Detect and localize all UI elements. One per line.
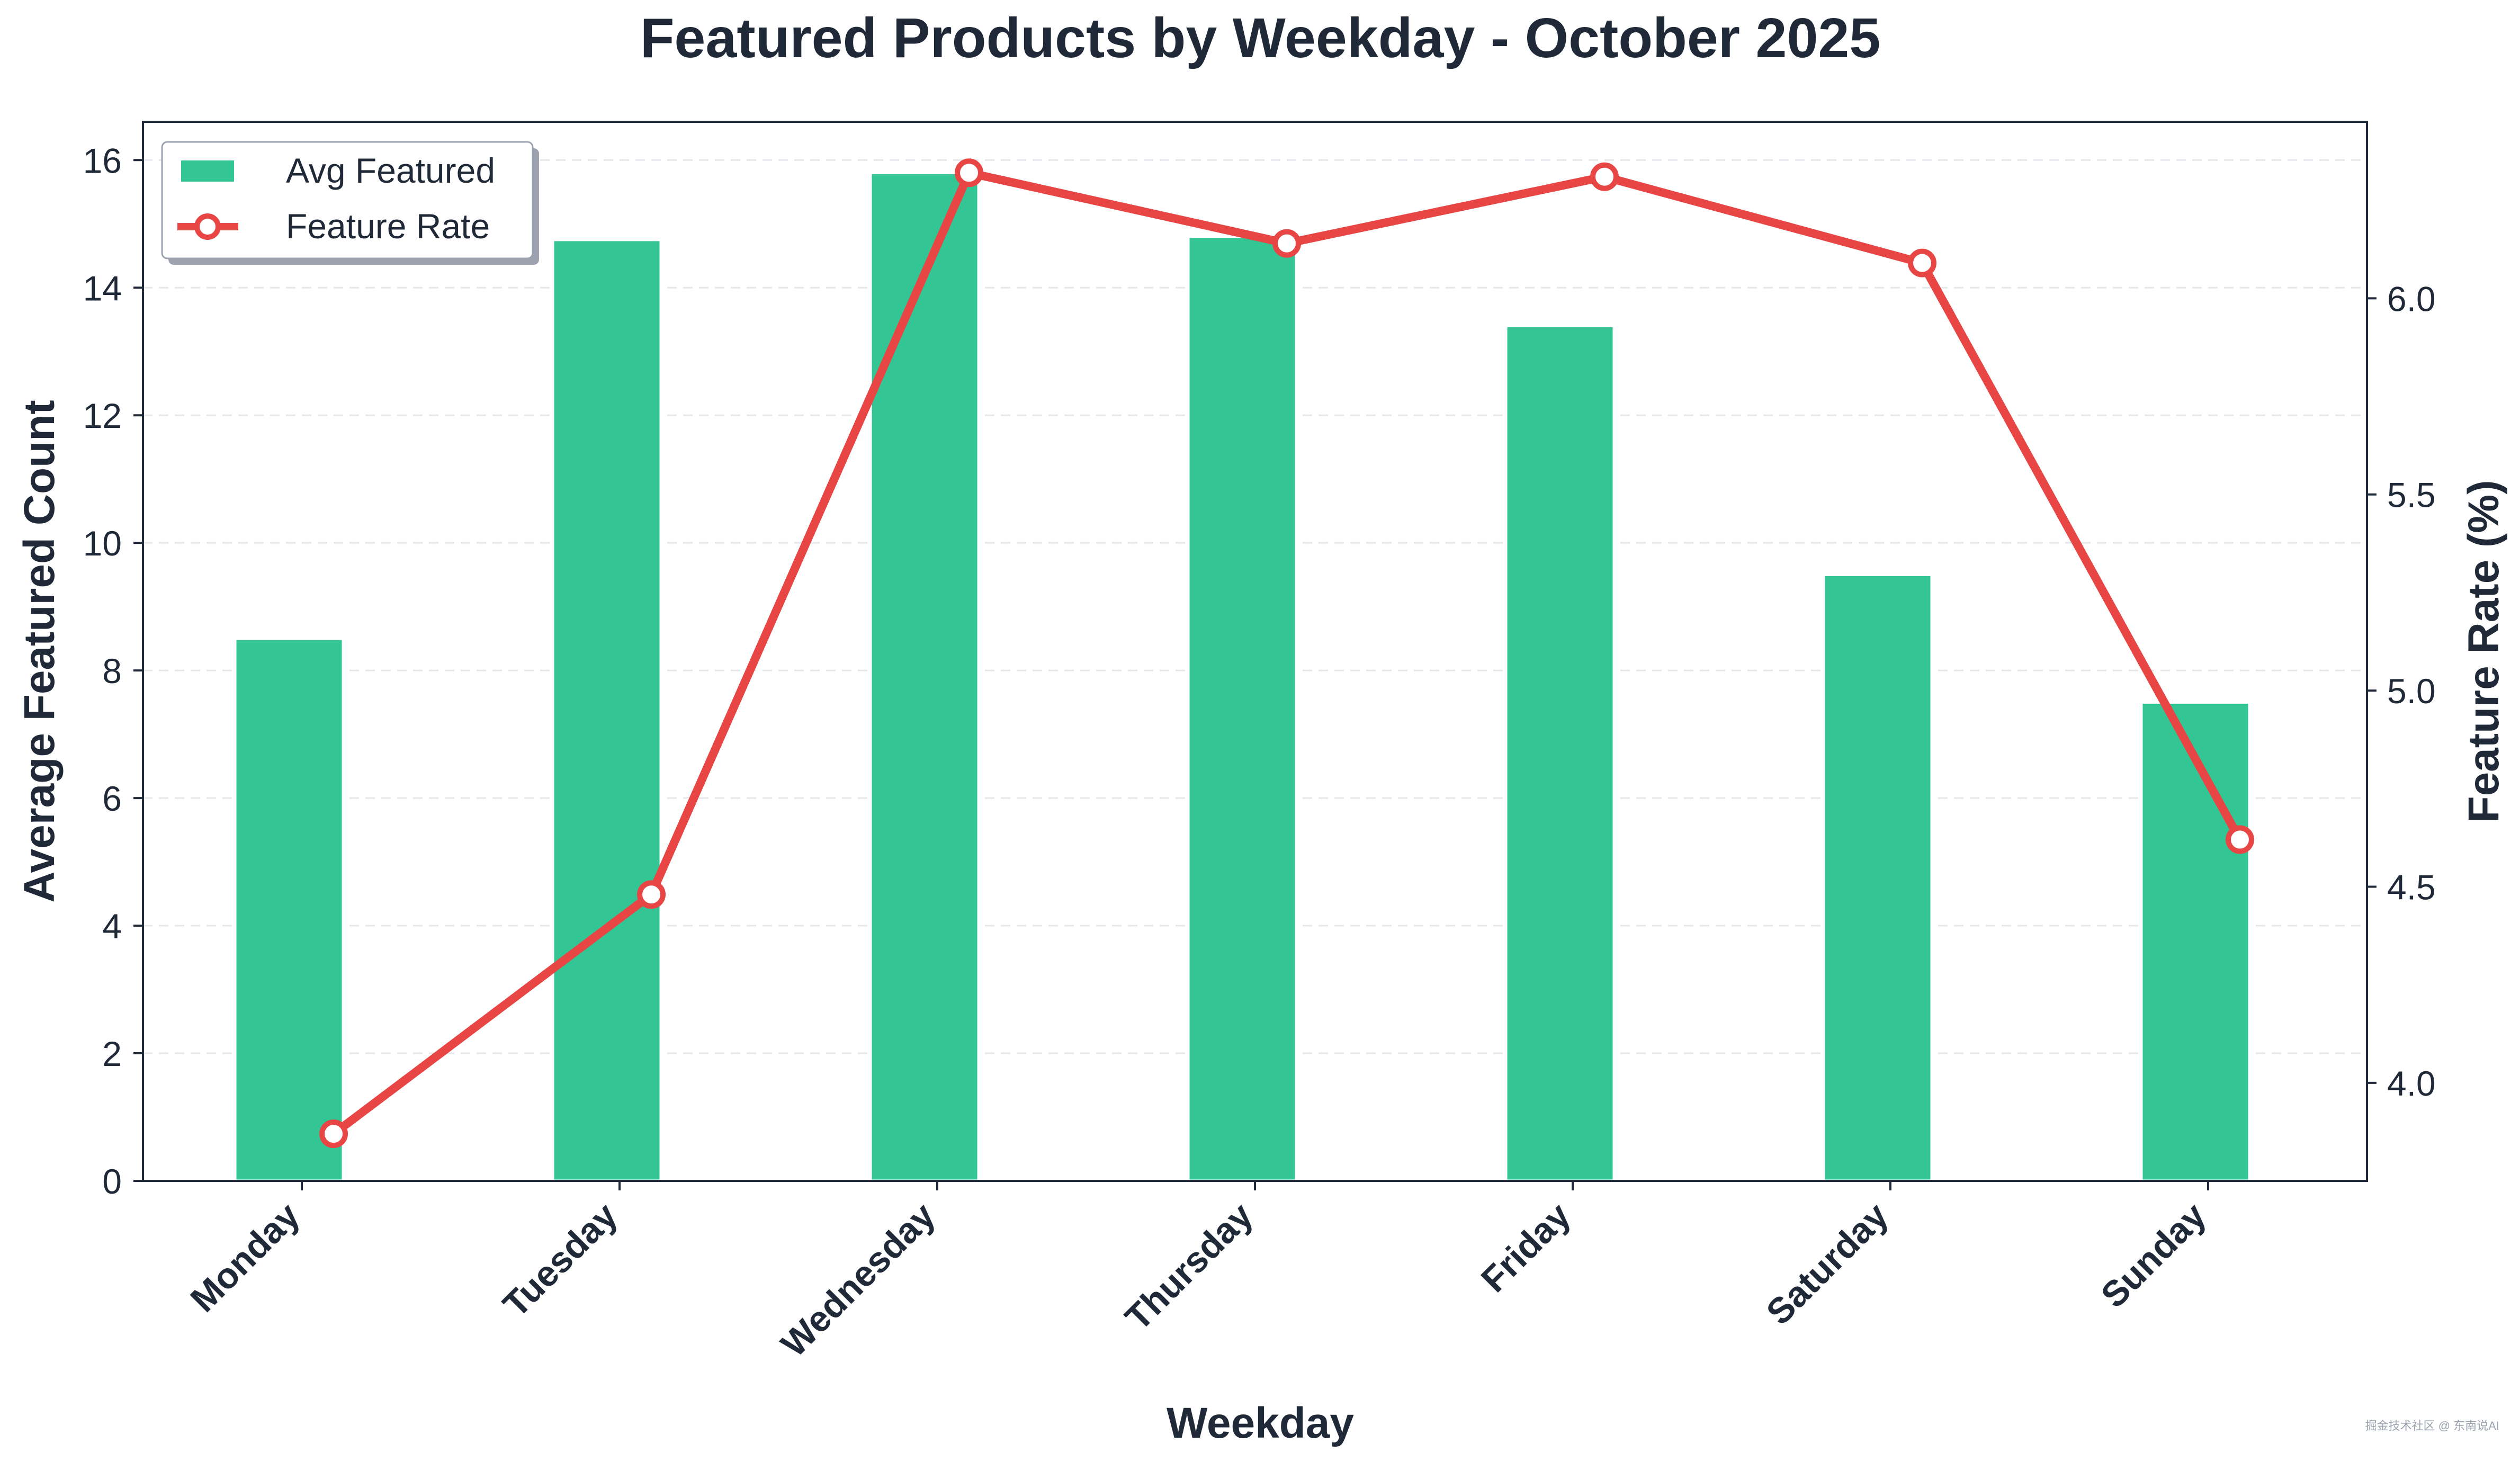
bar bbox=[1822, 573, 1933, 1182]
line-point bbox=[955, 158, 983, 187]
line-series bbox=[319, 158, 2254, 1149]
y2-tick-label: 5.0 bbox=[2387, 671, 2436, 711]
bar bbox=[234, 637, 345, 1182]
y-tick-label: 4 bbox=[102, 907, 122, 946]
bar bbox=[551, 238, 662, 1182]
y2-tick-label: 6.0 bbox=[2387, 279, 2436, 318]
y-tick-label: 16 bbox=[83, 141, 122, 180]
y2-axis-ticks: 4.0 4.5 5.0 5.5 6.0 bbox=[2367, 279, 2436, 1103]
chart-title: Featured Products by Weekday - October 2… bbox=[640, 7, 1881, 69]
y-tick-label: 2 bbox=[102, 1034, 122, 1073]
y-tick-label: 12 bbox=[83, 396, 122, 435]
y-tick-label: 10 bbox=[83, 524, 122, 563]
line-point bbox=[1590, 162, 1619, 191]
legend-swatch-feature-rate-marker bbox=[194, 213, 221, 240]
y2-tick-label: 4.5 bbox=[2387, 867, 2436, 907]
bar bbox=[2140, 701, 2251, 1182]
watermark: 掘金技术社区 @ 东南说AI bbox=[2365, 1419, 2499, 1432]
y2-axis-label: Feature Rate (%) bbox=[2460, 480, 2508, 822]
y-tick-label: 14 bbox=[83, 268, 122, 308]
bar bbox=[1504, 325, 1616, 1182]
line-point bbox=[2226, 825, 2254, 854]
legend-label-avg-featured: Avg Featured bbox=[286, 151, 495, 190]
y2-tick-label: 4.0 bbox=[2387, 1064, 2436, 1103]
legend-swatch-avg-featured bbox=[181, 160, 234, 182]
y-axis-ticks: 0 2 4 6 8 10 12 14 16 bbox=[83, 141, 143, 1201]
y2-tick-label: 5.5 bbox=[2387, 476, 2436, 515]
y-tick-label: 6 bbox=[102, 779, 122, 818]
bar bbox=[869, 171, 980, 1182]
line-point bbox=[1908, 248, 1936, 277]
line-point bbox=[319, 1119, 348, 1149]
y-tick-label: 8 bbox=[102, 651, 122, 691]
y-tick-label: 0 bbox=[102, 1162, 122, 1201]
x-axis-label: Weekday bbox=[1167, 1399, 1354, 1447]
legend-label-feature-rate: Feature Rate bbox=[286, 207, 490, 246]
line-point bbox=[1272, 229, 1301, 258]
bar bbox=[1187, 235, 1298, 1182]
y-axis-label: Average Featured Count bbox=[15, 400, 64, 902]
legend: Avg Featured Feature Rate bbox=[161, 141, 539, 265]
line-point bbox=[637, 880, 666, 909]
legend-box bbox=[161, 141, 534, 259]
bar-series bbox=[234, 171, 2251, 1182]
